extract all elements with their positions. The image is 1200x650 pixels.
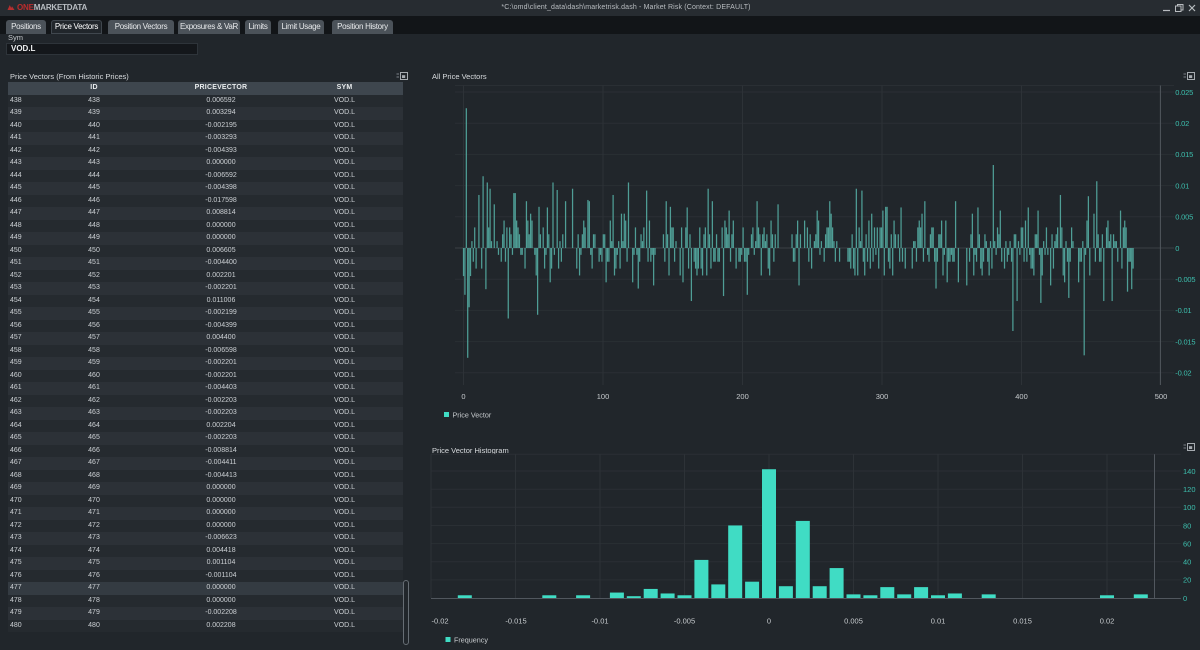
svg-text:0.01: 0.01 xyxy=(1175,181,1189,190)
svg-text:0.01: 0.01 xyxy=(931,617,946,626)
svg-text:-0.02: -0.02 xyxy=(1175,369,1191,378)
svg-text:60: 60 xyxy=(1183,539,1191,548)
svg-text:20: 20 xyxy=(1183,576,1191,585)
svg-text:0: 0 xyxy=(1183,594,1187,603)
svg-text:-0.015: -0.015 xyxy=(1175,337,1195,346)
svg-text:0.015: 0.015 xyxy=(1175,150,1193,159)
svg-text:0.02: 0.02 xyxy=(1175,119,1189,128)
svg-text:0: 0 xyxy=(1175,244,1179,253)
svg-text:Frequency: Frequency xyxy=(454,636,488,645)
svg-text:0.025: 0.025 xyxy=(1175,88,1193,97)
svg-text:120: 120 xyxy=(1183,485,1196,494)
svg-text:-0.005: -0.005 xyxy=(1175,275,1195,284)
svg-text:40: 40 xyxy=(1183,558,1191,567)
svg-text:-0.005: -0.005 xyxy=(674,617,695,626)
svg-text:-0.02: -0.02 xyxy=(432,617,449,626)
svg-text:80: 80 xyxy=(1183,521,1191,530)
svg-text:0.015: 0.015 xyxy=(1013,617,1032,626)
svg-text:0: 0 xyxy=(767,617,771,626)
svg-text:140: 140 xyxy=(1183,467,1196,476)
svg-text:0.005: 0.005 xyxy=(844,617,863,626)
svg-text:100: 100 xyxy=(1183,503,1196,512)
svg-text:400: 400 xyxy=(1015,392,1028,401)
svg-text:200: 200 xyxy=(736,392,749,401)
svg-text:500: 500 xyxy=(1155,392,1168,401)
svg-text:0.005: 0.005 xyxy=(1175,213,1193,222)
svg-text:-0.01: -0.01 xyxy=(1175,306,1191,315)
svg-text:Price Vector: Price Vector xyxy=(453,411,492,420)
svg-text:-0.01: -0.01 xyxy=(591,617,608,626)
svg-text:0: 0 xyxy=(461,392,465,401)
svg-text:100: 100 xyxy=(597,392,610,401)
svg-text:-0.015: -0.015 xyxy=(505,617,526,626)
svg-text:300: 300 xyxy=(876,392,889,401)
svg-text:0.02: 0.02 xyxy=(1100,617,1115,626)
